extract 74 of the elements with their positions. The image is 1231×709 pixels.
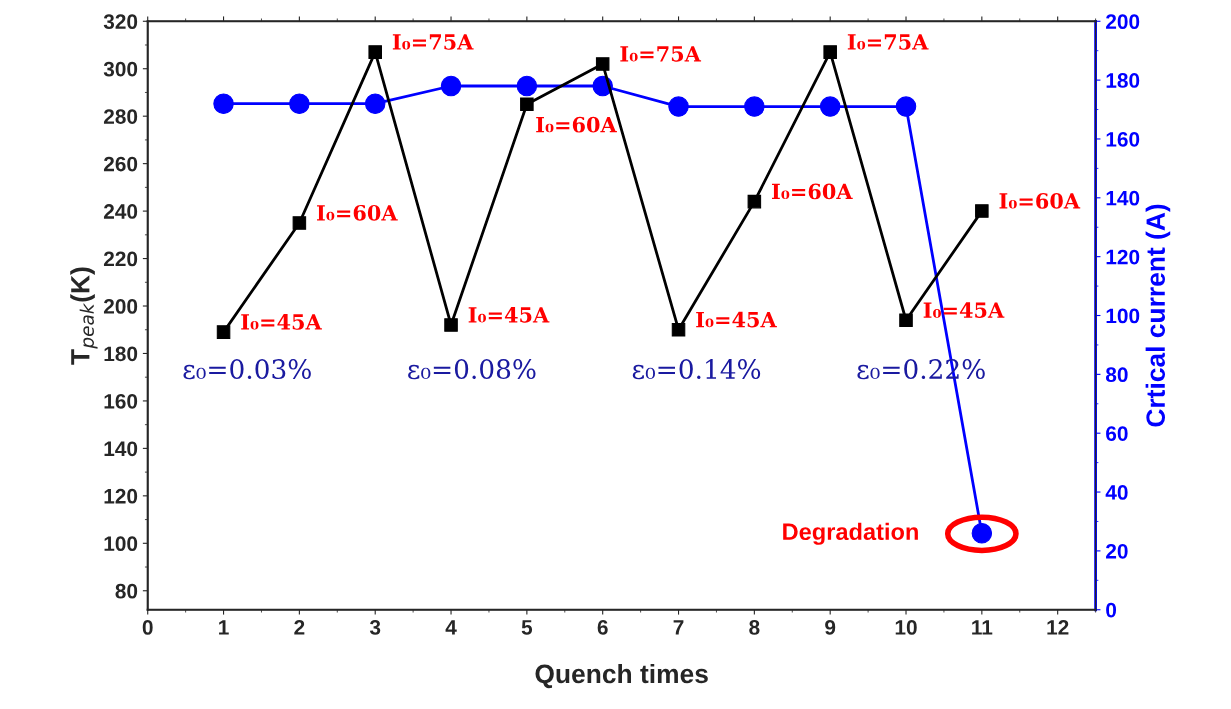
annotation: ε₀=0.03% [183, 359, 311, 380]
y2-tick-label: 60 [1106, 426, 1128, 441]
x-tick-label: 11 [972, 620, 993, 635]
point [744, 96, 765, 117]
y-tick-label: 280 [103, 109, 138, 124]
y2-tick-label: 40 [1105, 485, 1128, 500]
point [823, 45, 837, 59]
y-tick-label: 120 [104, 488, 138, 504]
point [819, 96, 841, 117]
x-tick-label: 9 [825, 620, 836, 635]
annotation: ε₀=0.08% [408, 359, 536, 380]
annotation: I₀=60A [317, 204, 398, 221]
x-tick-label: 5 [521, 620, 533, 635]
y2-tick-label: 180 [1106, 73, 1140, 88]
x-tick-label: 0 [142, 620, 153, 635]
y2-axis-title: Crtical current (A) [1145, 204, 1171, 427]
y-tick-label: 160 [104, 393, 138, 409]
x-tick-label: 1 [219, 620, 229, 635]
annotation: I₀=60A [536, 116, 617, 133]
y-tick-label: 180 [104, 346, 138, 362]
y2-tick-label: 100 [1106, 308, 1140, 324]
y2-tick-label: 0 [1106, 602, 1117, 618]
y-tick-label: 220 [103, 251, 138, 267]
x-tick-label: 2 [294, 620, 305, 635]
point [292, 216, 307, 230]
y-tick-label: 240 [103, 204, 138, 219]
x-axis-title: Quench times [535, 663, 708, 689]
y-tick-label: 80 [115, 583, 138, 599]
annotation: I₀=75A [620, 46, 702, 62]
y-tick-label: 100 [104, 536, 138, 552]
y2-tick-label: 80 [1105, 367, 1128, 383]
x-tick-label: 3 [369, 620, 381, 635]
point [975, 204, 989, 218]
annotation: I₀=75A [847, 34, 929, 50]
annotation: I₀=60A [999, 193, 1081, 209]
y-tick-label: 140 [104, 441, 138, 457]
y-tick-label: 260 [103, 156, 138, 172]
y-tick-label: 300 [103, 61, 138, 77]
point [671, 322, 686, 337]
point [216, 325, 231, 339]
annotation: I₀=60A [772, 183, 853, 200]
x-tick-label: 12 [1047, 620, 1069, 635]
point [899, 313, 913, 328]
annotation: Degradation [783, 522, 918, 545]
annotation: I₀=45A [241, 314, 322, 330]
y2-tick-label: 120 [1106, 249, 1140, 265]
annotation: I₀=45A [468, 306, 550, 323]
point [668, 96, 689, 117]
point [747, 194, 762, 209]
x-tick-label: 7 [673, 620, 684, 635]
y2-tick-label: 140 [1106, 190, 1140, 206]
y2-tick-label: 20 [1106, 543, 1128, 559]
point [289, 93, 310, 114]
point [516, 75, 538, 97]
annotation: I₀=75A [392, 34, 474, 50]
y-tick-label: 200 [103, 299, 138, 314]
x-tick-label: 4 [445, 620, 457, 635]
point [895, 96, 917, 117]
x-tick-label: 8 [749, 620, 760, 635]
y-tick-label: 320 [103, 14, 138, 30]
point [364, 93, 386, 114]
point [440, 75, 462, 97]
annotation: I₀=45A [696, 311, 777, 328]
point [444, 318, 458, 332]
y-axis-title: T$_{peak}$(K) [70, 267, 98, 365]
y2-tick-label: 200 [1106, 14, 1140, 30]
point [368, 45, 382, 59]
x-tick-label: 10 [895, 620, 917, 635]
point [213, 93, 234, 114]
annotation: ε₀=0.14% [632, 359, 761, 380]
x-tick-label: 6 [597, 620, 608, 635]
y2-tick-label: 160 [1106, 131, 1140, 147]
point [595, 57, 610, 71]
point [520, 97, 534, 112]
